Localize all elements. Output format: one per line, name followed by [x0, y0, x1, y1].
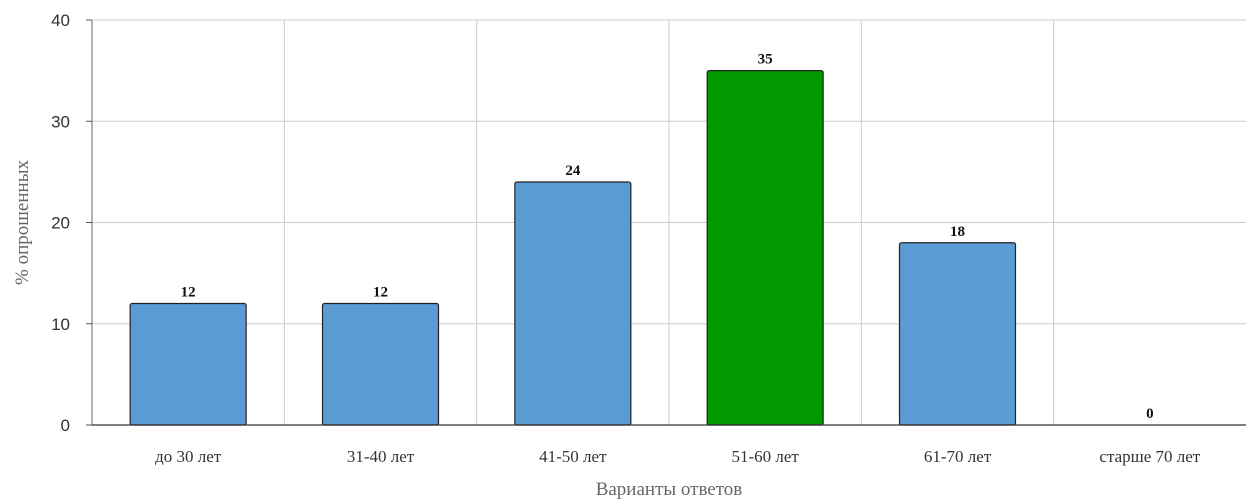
data-label: 24 — [565, 163, 581, 179]
data-label: 35 — [758, 52, 773, 68]
x-tick-label: 51-60 лет — [731, 447, 799, 466]
x-tick-label: 41-50 лет — [539, 447, 607, 466]
bar — [514, 181, 632, 426]
data-label: 12 — [373, 285, 388, 301]
bar — [321, 302, 440, 426]
bar — [706, 70, 824, 426]
grid-layer — [92, 19, 1246, 425]
bar-layer — [129, 70, 1017, 426]
y-tick-label: 20 — [51, 214, 70, 233]
data-label: 12 — [181, 285, 196, 301]
y-tick-label: 0 — [61, 416, 70, 435]
data-label: 0 — [1146, 406, 1154, 422]
x-tick-label: старше 70 лет — [1099, 447, 1200, 466]
x-tick-label: 61-70 лет — [924, 447, 992, 466]
y-tick-label: 10 — [51, 315, 70, 334]
x-tick-label: 31-40 лет — [347, 447, 415, 466]
y-tick-label: 40 — [51, 11, 70, 30]
x-tick-label: до 30 лет — [155, 447, 222, 466]
y-tick-label: 30 — [51, 112, 70, 131]
x-axis-title: Варианты ответов — [596, 479, 743, 500]
bar — [129, 302, 247, 426]
label-layer: 12 12 24 35 18 0 — [181, 52, 1154, 422]
axis-layer: 0 10 20 30 40 до 30 лет 31-40 лет 41-50 лет 51-6… — [51, 11, 1246, 466]
y-axis-title: % опрошенных — [12, 160, 33, 285]
data-label: 18 — [950, 224, 965, 240]
bar — [898, 242, 1017, 426]
